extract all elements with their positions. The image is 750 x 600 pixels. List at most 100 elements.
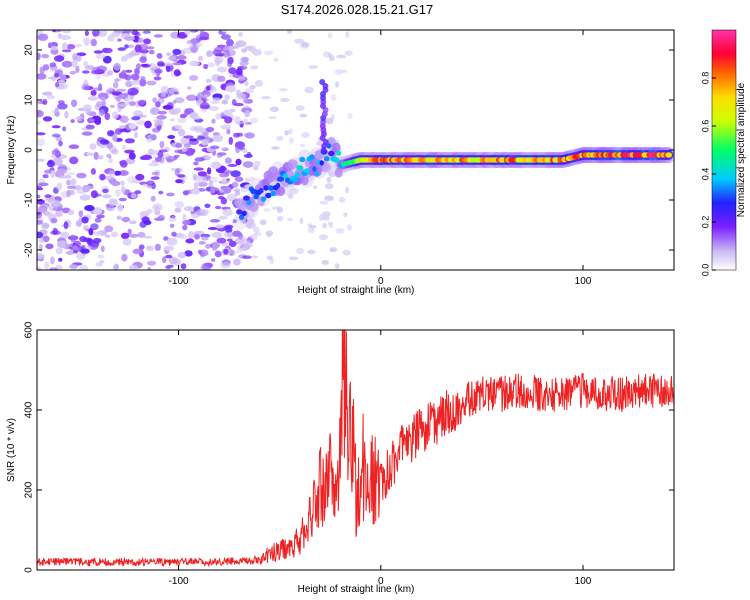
- spectrogram-ridge: [232, 79, 674, 231]
- noise-blob: [118, 93, 128, 100]
- noise-blob: [218, 215, 228, 220]
- noise-blob: [60, 35, 72, 40]
- noise-blob: [48, 205, 59, 212]
- noise-blob: [202, 94, 208, 99]
- noise-blob: [141, 64, 151, 68]
- ridge-blob: [321, 162, 332, 173]
- noise-blob: [106, 130, 115, 137]
- noise-blob: [250, 65, 259, 70]
- noise-blob: [221, 178, 228, 185]
- noise-blob: [145, 245, 155, 252]
- noise-blob: [164, 62, 173, 67]
- noise-blob: [244, 177, 251, 183]
- noise-blob: [148, 162, 159, 167]
- noise-blob: [234, 190, 241, 196]
- noise-blob: [244, 132, 255, 139]
- noise-blob: [56, 182, 63, 191]
- noise-blob: [38, 243, 43, 252]
- noise-blob: [228, 240, 237, 247]
- noise-blob: [60, 231, 70, 238]
- noise-blob: [70, 119, 75, 124]
- noise-blob: [42, 116, 53, 122]
- noise-blob: [66, 44, 76, 50]
- noise-blob: [143, 211, 151, 215]
- noise-blob: [152, 149, 159, 156]
- noise-blob: [253, 232, 262, 236]
- noise-blob: [223, 248, 229, 255]
- x-tick-label: 100: [575, 276, 592, 287]
- noise-blob: [193, 230, 205, 236]
- noise-blob: [196, 136, 205, 141]
- noise-blob: [206, 50, 213, 57]
- noise-blob: [37, 211, 42, 219]
- noise-blob: [119, 160, 127, 166]
- noise-blob: [150, 195, 156, 202]
- colorbar-ticks: 0.0 0.2 0.4 0.6 0.8: [700, 72, 716, 276]
- noise-blob: [100, 245, 105, 253]
- noise-blob: [185, 238, 195, 244]
- noise-blob: [328, 32, 333, 39]
- ridge-blob: [314, 170, 319, 177]
- noise-blob: [121, 216, 131, 223]
- noise-blob: [189, 44, 200, 51]
- noise-blob: [69, 264, 78, 269]
- noise-blob: [228, 67, 237, 75]
- noise-blob: [183, 135, 194, 139]
- noise-blob: [50, 218, 58, 224]
- noise-blob: [152, 97, 158, 103]
- noise-blob: [177, 117, 187, 124]
- noise-blob: [93, 207, 103, 215]
- noise-blob: [61, 49, 72, 53]
- noise-blob: [66, 172, 76, 176]
- noise-blob: [243, 118, 248, 124]
- noise-blob: [129, 220, 137, 225]
- snr-x-ticks: -100 0 100: [169, 330, 592, 587]
- noise-blob: [172, 100, 177, 104]
- ridge-blob: [236, 209, 243, 215]
- noise-blob: [127, 228, 132, 235]
- noise-blob: [61, 60, 73, 68]
- noise-blob: [165, 254, 173, 259]
- noise-blob: [100, 30, 108, 34]
- noise-blob: [201, 236, 209, 241]
- noise-blob: [47, 42, 53, 49]
- noise-blob: [299, 217, 304, 225]
- noise-blob: [134, 67, 140, 75]
- noise-blob: [90, 190, 98, 199]
- noise-blob: [249, 234, 258, 241]
- noise-blob: [37, 132, 46, 136]
- noise-blob: [113, 62, 121, 71]
- noise-blob: [65, 243, 72, 247]
- noise-blob: [46, 160, 55, 168]
- noise-blob: [83, 60, 88, 67]
- noise-blob: [41, 222, 50, 229]
- noise-blob: [112, 133, 118, 142]
- noise-blob: [102, 188, 109, 193]
- noise-blob: [343, 212, 348, 217]
- noise-blob: [146, 46, 155, 50]
- noise-blob: [174, 97, 185, 104]
- noise-blob: [198, 36, 210, 41]
- noise-blob: [307, 249, 316, 255]
- noise-blob: [103, 140, 110, 144]
- noise-blob: [250, 117, 258, 124]
- ridge-blob: [246, 199, 252, 206]
- noise-blob: [130, 73, 140, 81]
- noise-blob: [347, 113, 353, 119]
- x-tick-label: -100: [169, 276, 189, 287]
- noise-blob: [136, 120, 146, 126]
- noise-blob: [231, 181, 239, 188]
- noise-blob: [182, 224, 188, 231]
- noise-blob: [79, 194, 91, 201]
- noise-blob: [112, 81, 119, 89]
- noise-blob: [98, 155, 104, 160]
- noise-blob: [107, 87, 114, 92]
- y-tick-label: 0: [24, 147, 35, 153]
- noise-blob: [166, 237, 178, 246]
- ridge-blob: [319, 79, 326, 85]
- noise-blob: [212, 97, 221, 101]
- noise-blob: [56, 168, 67, 175]
- noise-blob: [138, 244, 145, 250]
- noise-blob: [204, 203, 211, 208]
- x-tick-label: 0: [378, 576, 384, 587]
